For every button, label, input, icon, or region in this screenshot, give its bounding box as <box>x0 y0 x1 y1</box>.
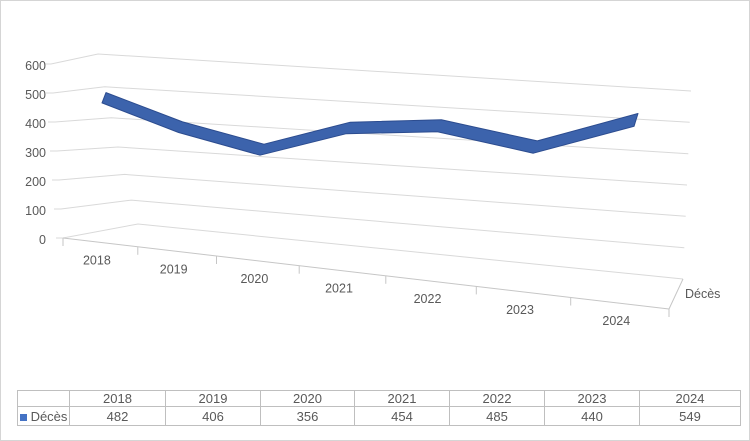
series-axis <box>668 278 684 310</box>
gridline <box>54 199 685 249</box>
category-axis <box>62 237 670 310</box>
table-value-cell: 485 <box>449 406 545 426</box>
table-header-row: 2018 2019 2020 2021 2022 2023 2024 <box>17 390 741 407</box>
gridline <box>50 146 688 186</box>
series-legend-label: Décès <box>30 408 68 424</box>
table-header-cell: 2019 <box>165 390 261 407</box>
legend-swatch-icon <box>19 413 27 421</box>
y-axis-tick-label: 400 <box>25 117 46 131</box>
table-header-cell: 2024 <box>639 390 741 407</box>
table-value-cell: 356 <box>260 406 355 426</box>
y-axis-tick-label: 500 <box>25 88 46 102</box>
y-axis-tick-label: 300 <box>25 146 46 160</box>
series-legend-cell: Décès <box>17 406 70 426</box>
category-tick-label: 2021 <box>325 282 353 296</box>
table-corner-cell <box>17 390 70 407</box>
category-tick-label: 2018 <box>83 253 111 267</box>
3d-line-chart[interactable]: 0 100 200 300 400 500 600 2018 2019 2020 2021 2022 2… <box>1 1 750 386</box>
gridline <box>44 53 692 92</box>
category-tick-label: 2024 <box>602 314 630 328</box>
table-value-row: Décès 482 406 356 454 485 440 549 <box>17 406 741 426</box>
table-header-cell: 2023 <box>544 390 640 407</box>
table-value-cell: 454 <box>354 406 450 426</box>
category-tick-label: 2022 <box>414 292 442 306</box>
category-tick-label: 2020 <box>240 272 268 286</box>
table-header-cell: 2020 <box>260 390 355 407</box>
gridline <box>46 86 690 123</box>
series-axis-label: Décès <box>685 287 720 301</box>
y-axis-tick-label: 100 <box>25 204 46 218</box>
category-tick-label: 2023 <box>506 303 534 317</box>
gridline <box>52 173 686 217</box>
category-tick-label: 2019 <box>160 262 188 276</box>
y-axis-tick-label: 600 <box>25 59 46 73</box>
chart-data-table: 2018 2019 2020 2021 2022 2023 2024 Décès… <box>17 390 741 426</box>
table-header-cell: 2018 <box>69 390 166 407</box>
y-axis-tick-label: 200 <box>25 175 46 189</box>
table-value-cell: 549 <box>639 406 741 426</box>
gridline <box>48 117 689 155</box>
table-value-cell: 406 <box>165 406 261 426</box>
series-ribbon[interactable] <box>101 92 639 156</box>
table-value-cell: 482 <box>69 406 166 426</box>
table-value-cell: 440 <box>544 406 640 426</box>
y-axis-tick-label: 0 <box>39 233 46 247</box>
table-header-cell: 2021 <box>354 390 450 407</box>
table-header-cell: 2022 <box>449 390 545 407</box>
gridline <box>56 223 684 280</box>
